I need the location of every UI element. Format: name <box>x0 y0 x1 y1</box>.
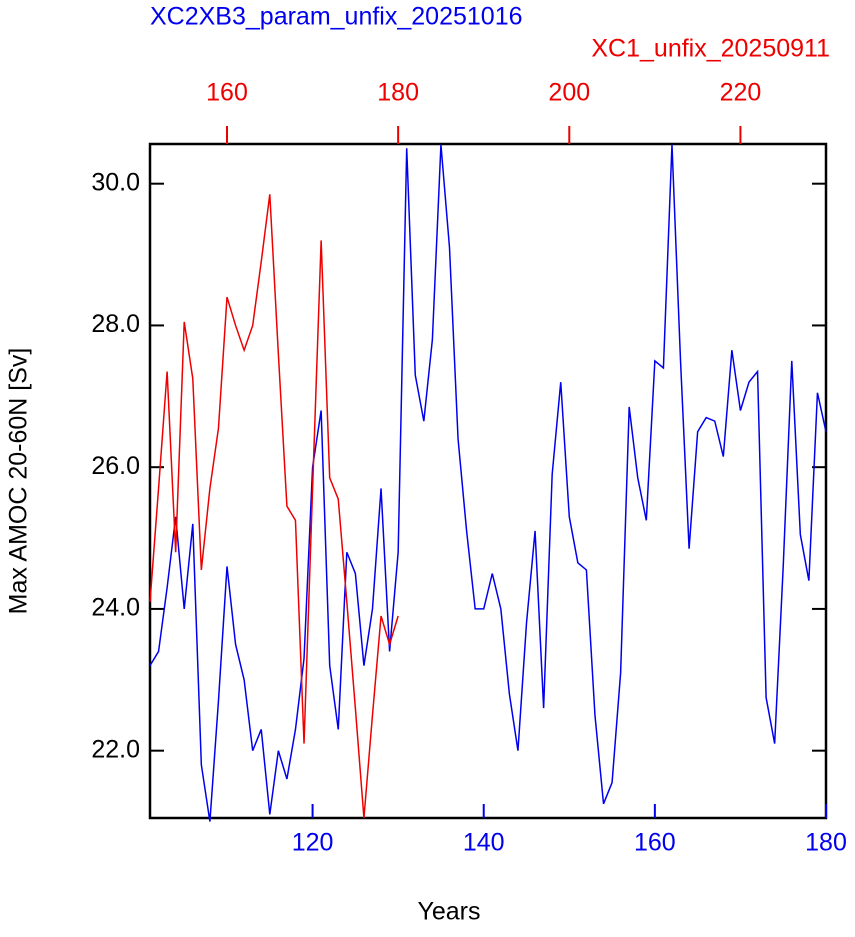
y-tick-label: 22.0 <box>91 735 140 763</box>
x-tick-label: 180 <box>805 829 847 857</box>
plot-frame <box>148 142 828 820</box>
y-tick-label: 24.0 <box>91 594 140 622</box>
x2-tick-label: 220 <box>720 79 762 107</box>
series-line <box>149 144 827 822</box>
y-tick-label: 28.0 <box>91 310 140 338</box>
x-axis-label: Years <box>417 898 480 926</box>
x2-tick-label: 160 <box>206 79 248 107</box>
series-title: XC2XB3_param_unfix_20251016 <box>150 3 523 31</box>
y-axis-label: Max AMOC 20-60N [Sv] <box>5 348 33 615</box>
y-tick-label: 26.0 <box>91 452 140 480</box>
series-line <box>149 194 399 819</box>
x-tick-label: 120 <box>292 829 334 857</box>
x2-tick-label: 180 <box>377 79 419 107</box>
x2-tick-label: 200 <box>548 79 590 107</box>
x-tick-label: 160 <box>634 829 676 857</box>
x-tick-label: 140 <box>463 829 505 857</box>
series-title: XC1_unfix_20250911 <box>591 35 830 63</box>
y-tick-label: 30.0 <box>91 168 140 196</box>
